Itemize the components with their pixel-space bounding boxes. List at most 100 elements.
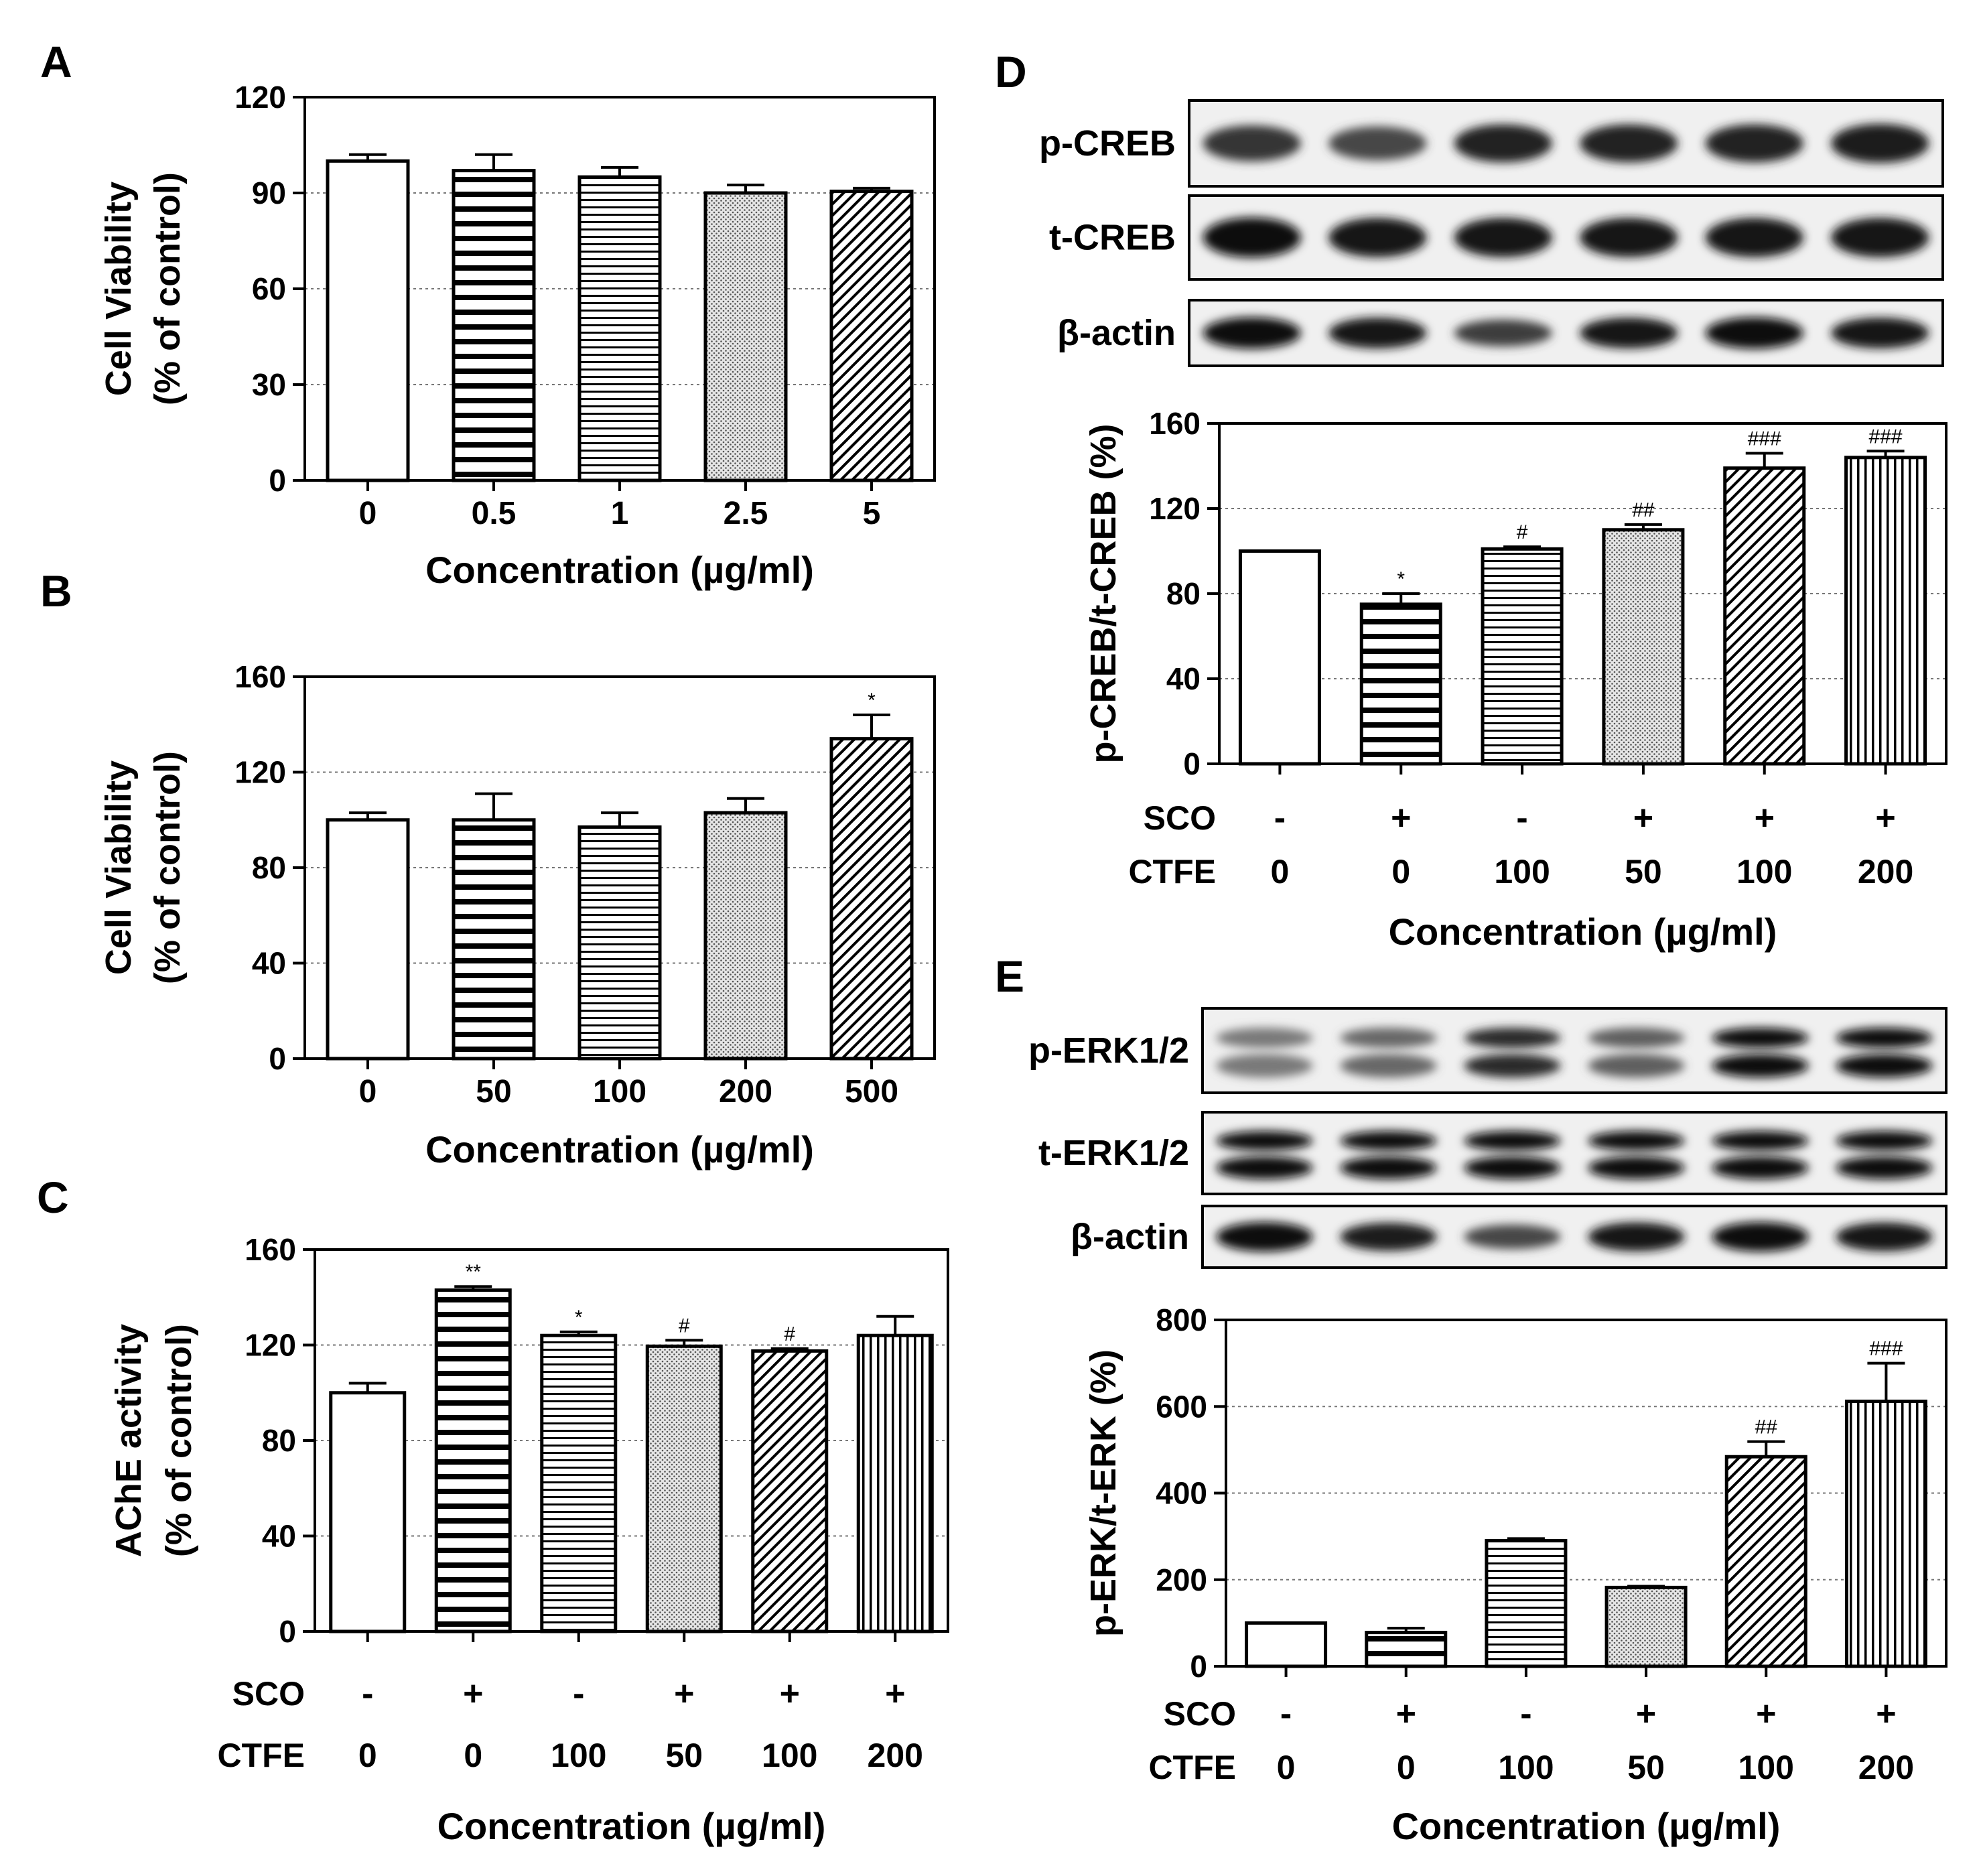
panel-e-band-upper-0-3 [1588, 1027, 1685, 1049]
panel-e-band-upper-1-1 [1340, 1131, 1437, 1151]
panel-d-blot-strip-0 [1188, 99, 1944, 188]
bar-C-5 [856, 1333, 934, 1633]
ytick-label-C-2: 80 [262, 1423, 296, 1458]
ctfe-value-C-4: 100 [762, 1737, 817, 1774]
ctfe-value-C-2: 100 [551, 1737, 606, 1774]
panel-e-blot-strip-1 [1201, 1111, 1947, 1195]
panel-label-A: A [40, 37, 72, 86]
panel-e-band-lower-0-1 [1340, 1054, 1437, 1078]
ytick-label-E-0: 0 [1190, 1649, 1207, 1684]
xtick-label-A-4: 5 [863, 496, 881, 531]
ytick-label-A-0: 0 [269, 463, 286, 498]
bar-C-1 [434, 1288, 512, 1633]
panel-e-blot-label-0: p-ERK1/2 [1028, 1030, 1189, 1071]
bar-E-4 [1724, 1455, 1807, 1668]
ytick-label-A-2: 60 [252, 271, 286, 306]
panel-d-blot-label-1: t-CREB [1049, 218, 1176, 258]
panel-d-band-0-3 [1580, 124, 1678, 163]
panel-e-band-upper-0-1 [1340, 1027, 1437, 1049]
bar-A-0 [326, 159, 410, 482]
significance-C-1: ** [466, 1261, 482, 1283]
bar-B-1 [452, 818, 536, 1061]
panel-e-blot-strip-2 [1201, 1205, 1947, 1269]
ctfe-value-E-4: 100 [1738, 1749, 1794, 1786]
significance-B-4: * [868, 689, 876, 712]
xtick-label-B-2: 100 [593, 1074, 646, 1110]
panel-e-band-upper-1-3 [1588, 1131, 1685, 1151]
xtick-label-A-1: 0.5 [472, 496, 517, 531]
bar-A-3 [703, 191, 788, 482]
sco-value-C-3: + [674, 1674, 694, 1713]
xtick-label-B-1: 50 [476, 1074, 511, 1110]
panel-d-band-0-2 [1454, 124, 1552, 163]
bar-C-4 [751, 1349, 829, 1633]
significance-E-4: ## [1755, 1416, 1778, 1438]
ytick-label-B-4: 160 [234, 659, 286, 694]
ylabel-A: Cell Viability [98, 182, 139, 396]
panel-e-band-upper-1-4 [1712, 1131, 1809, 1151]
bar-B-4 [829, 737, 914, 1061]
panel-d-band-0-4 [1705, 124, 1803, 163]
panel-e-band-upper-1-0 [1216, 1131, 1313, 1151]
ylabel2-C: (% of control) [159, 1324, 199, 1557]
sco-value-E-5: + [1876, 1694, 1896, 1733]
panel-d-band-1-4 [1705, 218, 1803, 257]
sco-value-E-3: + [1636, 1694, 1656, 1733]
sco-value-C-4: + [780, 1674, 800, 1713]
panel-e-band-upper-0-2 [1464, 1027, 1561, 1049]
xtick-label-B-0: 0 [359, 1074, 377, 1110]
panel-e-band-upper-1-2 [1464, 1131, 1561, 1151]
panel-e-band-upper-0-0 [1216, 1027, 1313, 1049]
significance-D-5: ### [1869, 425, 1903, 448]
ctfe-row-label-C: CTFE [217, 1737, 305, 1774]
panel-d-band-2-1 [1328, 318, 1427, 348]
panel-d-western-blot: p-CREB t-CREB β-actin [1039, 99, 1944, 367]
panel-e-blot-strip-0 [1201, 1007, 1947, 1094]
ytick-label-E-4: 800 [1156, 1302, 1207, 1337]
xtick-label-B-3: 200 [719, 1074, 772, 1110]
panel-label-C: C [37, 1172, 69, 1222]
panel-e-band-2-0 [1216, 1221, 1313, 1252]
bar-B-2 [577, 825, 662, 1061]
sco-row-label-D: SCO [1144, 799, 1216, 837]
ylabel-B: Cell Viability [98, 760, 139, 975]
xlabel-C: Concentration (µg/ml) [437, 1805, 826, 1847]
ctfe-value-E-1: 0 [1397, 1749, 1416, 1786]
panel-e-band-lower-0-0 [1216, 1054, 1313, 1078]
bar-E-5 [1844, 1399, 1927, 1668]
significance-C-4: # [784, 1323, 795, 1345]
ctfe-value-C-5: 200 [868, 1737, 923, 1774]
plot-frame-E [1225, 1319, 1947, 1668]
chart-E: E#####0200400600800-0+0-100+50+100+200SC… [995, 951, 1947, 1847]
ytick-label-B-0: 0 [269, 1041, 286, 1076]
panel-e-band-upper-1-5 [1836, 1131, 1933, 1151]
bar-A-4 [829, 190, 914, 482]
bar-C-0 [329, 1391, 407, 1633]
sco-value-C-2: - [573, 1674, 584, 1713]
ylabel-C: AChE activity [109, 1324, 149, 1557]
sco-value-D-5: + [1875, 799, 1895, 838]
panel-d-band-0-0 [1203, 125, 1301, 161]
panel-e-western-blot: p-ERK1/2 t-ERK1/2 β-actin [1028, 1007, 1947, 1269]
panel-d-band-2-0 [1203, 317, 1301, 349]
xlabel-A: Concentration (µg/ml) [425, 549, 814, 591]
chart-D: D*###### ###04080120160-0+0-100+50+100+20… [995, 47, 1947, 953]
xtick-label-A-3: 2.5 [724, 496, 768, 531]
bar-B-3 [703, 811, 788, 1061]
panel-d-blot-label-0: p-CREB [1039, 123, 1176, 163]
sco-value-D-2: - [1516, 799, 1527, 838]
ytick-label-C-3: 120 [245, 1328, 296, 1363]
panel-e-band-lower-1-5 [1836, 1156, 1933, 1180]
panel-d-blot-strip-1 [1188, 194, 1944, 281]
significance-D-4: ### [1748, 427, 1781, 450]
panel-e-band-lower-1-3 [1588, 1156, 1685, 1180]
ctfe-value-C-3: 50 [665, 1737, 703, 1774]
panel-d-band-1-0 [1203, 217, 1301, 258]
panel-e-band-lower-0-3 [1588, 1054, 1685, 1078]
ytick-label-D-1: 40 [1166, 661, 1201, 696]
sco-value-C-5: + [885, 1674, 905, 1713]
panel-d-band-2-3 [1580, 318, 1678, 348]
sco-value-E-2: - [1520, 1694, 1531, 1733]
panel-label-E: E [995, 951, 1024, 1001]
sco-value-E-0: - [1280, 1694, 1292, 1733]
